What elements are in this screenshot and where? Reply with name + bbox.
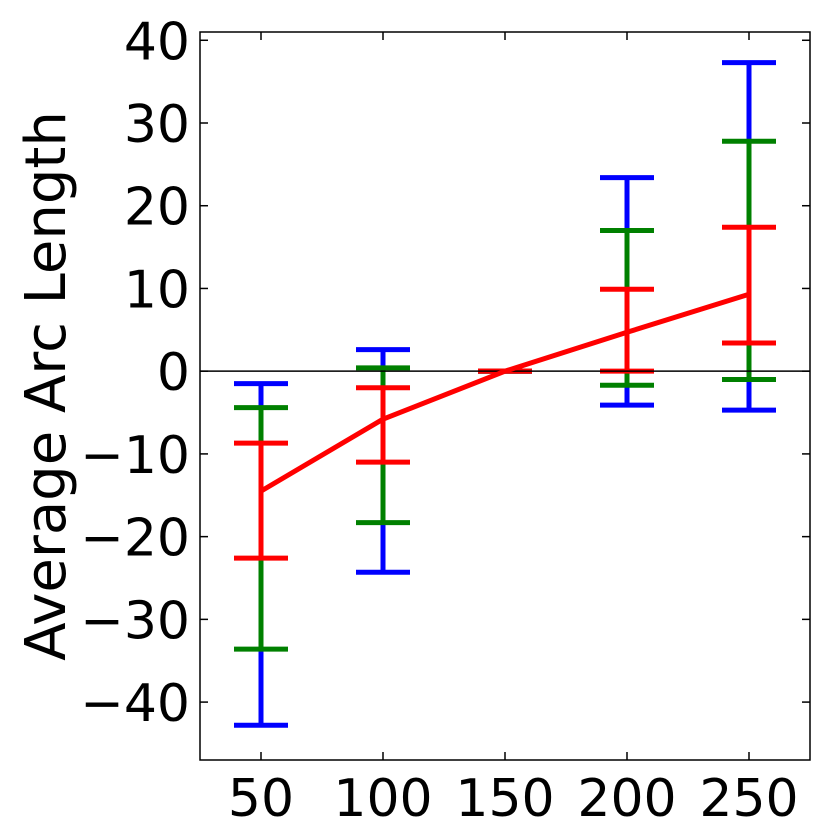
y-axis-label: Average Arc Length xyxy=(14,111,79,661)
x-tick-label-150: 150 xyxy=(455,769,554,829)
x-tick-label-50: 50 xyxy=(228,769,294,829)
y-tick-label--10: −10 xyxy=(80,426,190,486)
x-tick-label-100: 100 xyxy=(333,769,432,829)
y-tick-label-10: 10 xyxy=(124,260,190,320)
plot-frame xyxy=(199,31,811,761)
y-tick-label-40: 40 xyxy=(124,12,190,72)
y-tick-label-30: 30 xyxy=(124,95,190,155)
y-tick-label-0: 0 xyxy=(157,343,190,403)
series-line-0 xyxy=(259,291,750,494)
x-tick-label-250: 250 xyxy=(699,769,798,829)
y-tick-label-20: 20 xyxy=(124,178,190,238)
plot-border xyxy=(199,31,811,761)
y-tick-label--40: −40 xyxy=(80,674,190,734)
y-tick-label--20: −20 xyxy=(80,509,190,569)
y-tick-label--30: −30 xyxy=(80,591,190,651)
error-bars xyxy=(234,60,776,728)
mean-line xyxy=(259,291,750,494)
x-tick-label-200: 200 xyxy=(577,769,676,829)
